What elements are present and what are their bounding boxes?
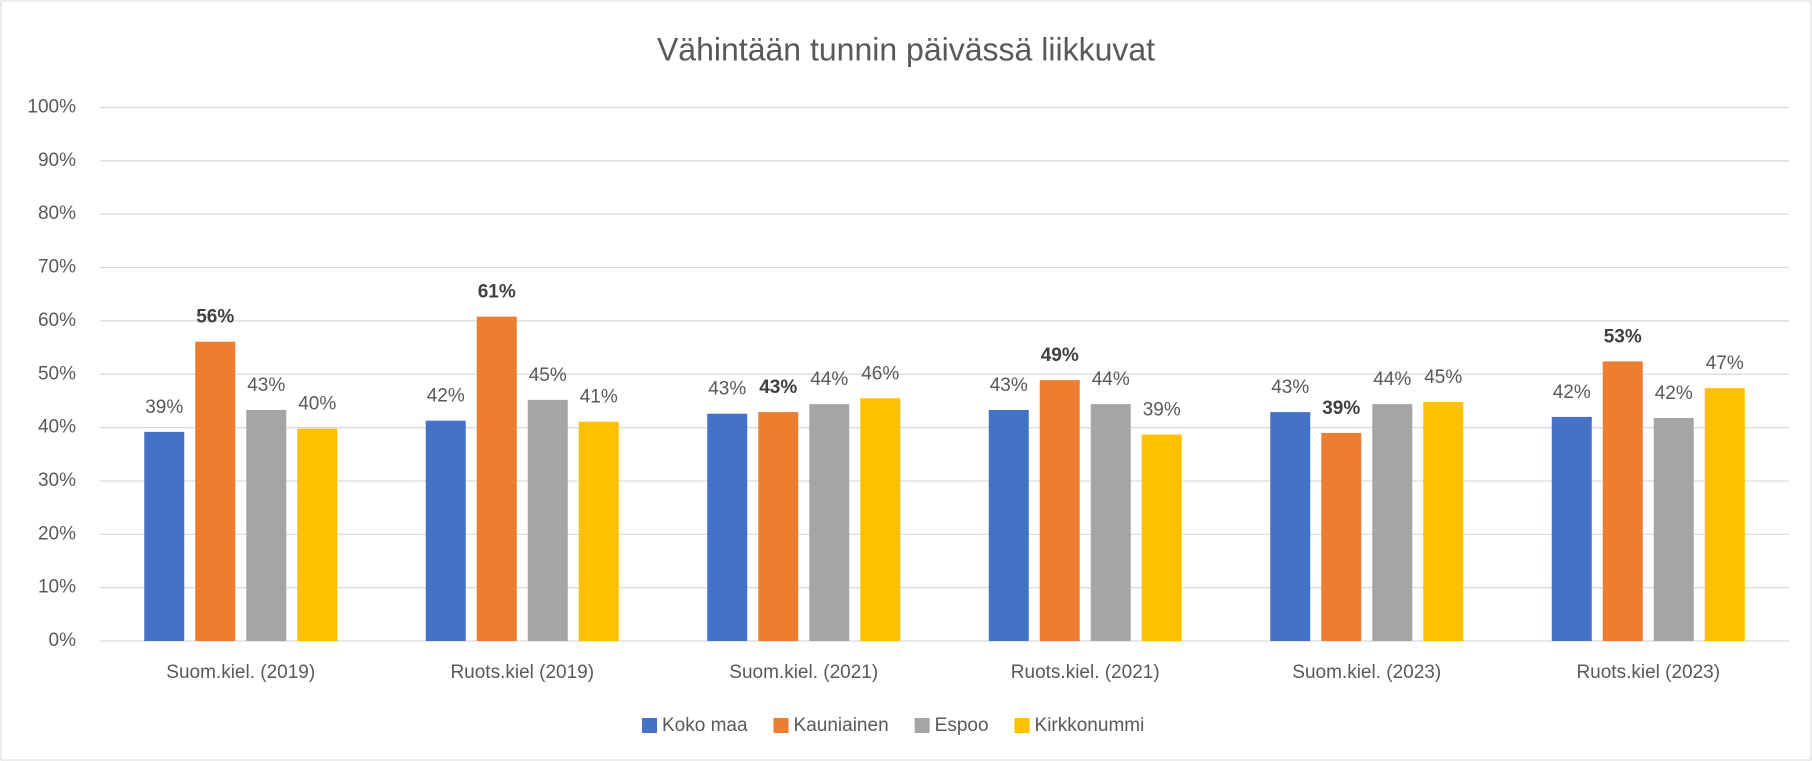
bar (578, 421, 619, 641)
data-label: 45% (1424, 367, 1462, 388)
y-tick-label: 10% (38, 577, 76, 598)
chart-title: Vähintään tunnin päivässä liikkuvat (657, 31, 1155, 67)
bar (476, 316, 517, 641)
data-label: 44% (1092, 369, 1130, 390)
bar (707, 413, 748, 641)
legend-label: Kauniainen (794, 715, 889, 736)
bar (860, 398, 901, 641)
data-label: 45% (529, 365, 567, 386)
data-label: 43% (759, 377, 797, 398)
bar (1551, 416, 1592, 641)
bar (988, 409, 1029, 641)
bar (1704, 388, 1745, 641)
y-tick-label: 0% (49, 630, 77, 651)
bar (246, 409, 287, 641)
data-label: 39% (1322, 398, 1360, 419)
bar (425, 420, 466, 641)
y-tick-label: 40% (38, 417, 76, 438)
data-label: 44% (810, 369, 848, 390)
x-tick-label: Ruots.kiel (2023) (1576, 662, 1720, 683)
bar (758, 412, 799, 641)
bar (1372, 404, 1413, 641)
bar (809, 404, 850, 641)
x-tick-label: Ruots.kiel (2019) (450, 662, 594, 683)
bar (195, 341, 236, 641)
data-label: 43% (1271, 377, 1309, 398)
bar (1039, 380, 1080, 641)
y-tick-label: 80% (38, 203, 76, 224)
bar (1090, 404, 1131, 641)
data-label: 47% (1706, 353, 1744, 374)
bar (1653, 417, 1694, 641)
data-label: 41% (580, 387, 618, 408)
x-tick-label: Suom.kiel. (2019) (166, 662, 315, 683)
bar (527, 399, 568, 641)
legend-label: Espoo (935, 715, 989, 736)
bar (144, 431, 185, 641)
y-tick-label: 100% (27, 97, 76, 118)
data-label: 61% (478, 282, 516, 303)
bar (1270, 412, 1311, 641)
bar (1141, 434, 1182, 641)
data-label: 56% (196, 307, 234, 328)
y-tick-label: 20% (38, 523, 76, 544)
data-label: 43% (247, 375, 285, 396)
bar (1321, 432, 1362, 641)
legend-swatch (773, 718, 789, 733)
x-tick-label: Suom.kiel. (2021) (729, 662, 878, 683)
legend-label: Koko maa (662, 715, 748, 736)
data-label: 43% (990, 375, 1028, 396)
data-label: 42% (1655, 383, 1693, 404)
data-label: 42% (1553, 382, 1591, 403)
y-tick-label: 30% (38, 470, 76, 491)
legend-swatch (914, 718, 930, 733)
data-label: 46% (861, 363, 899, 384)
bar (1602, 361, 1643, 641)
bar (1423, 401, 1464, 641)
x-tick-label: Suom.kiel. (2023) (1292, 662, 1441, 683)
data-label: 43% (708, 379, 746, 400)
legend-swatch (1014, 718, 1030, 733)
data-label: 40% (298, 394, 336, 415)
data-label: 39% (145, 397, 183, 418)
y-tick-label: 50% (38, 363, 76, 384)
data-label: 49% (1041, 345, 1079, 366)
bar (297, 428, 338, 641)
data-label: 53% (1604, 326, 1642, 347)
y-tick-label: 70% (38, 257, 76, 278)
y-tick-label: 60% (38, 310, 76, 331)
x-tick-label: Ruots.kiel. (2021) (1011, 662, 1160, 683)
legend-swatch (642, 718, 657, 733)
data-label: 39% (1143, 400, 1181, 421)
legend-label: Kirkkonummi (1035, 715, 1145, 736)
data-label: 44% (1373, 369, 1411, 390)
y-tick-label: 90% (38, 150, 76, 171)
data-label: 42% (427, 386, 465, 407)
